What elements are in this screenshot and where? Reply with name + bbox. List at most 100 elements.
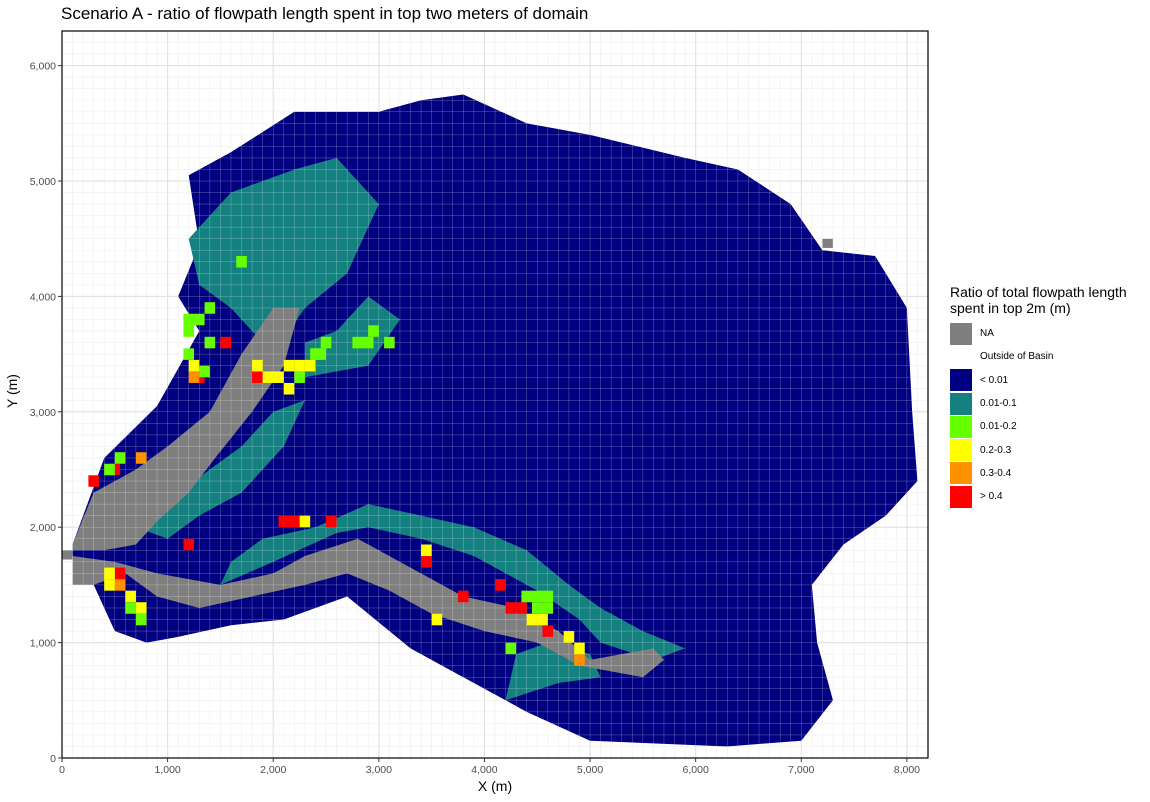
cell [204,302,216,314]
cell [125,590,136,603]
legend-label: 0.3-0.4 [980,467,1012,479]
cell [531,602,543,614]
x-axis: 0 1,000 2,000 3,000 4,000 5,000 6,000 7,000 8,00… [59,758,920,776]
cell [531,590,543,603]
y-tick-label: 6,000 [30,61,56,73]
legend-swatch [950,392,972,415]
y-tick-label: 2,000 [30,522,56,534]
cell [542,602,554,614]
cell [188,371,200,383]
cell [252,371,263,383]
cell [368,325,379,337]
legend-item: NA [950,322,1150,345]
x-tick-label: 1,000 [154,764,180,776]
y-tick-label: 1,000 [30,638,56,650]
plot-panel-border [61,30,929,759]
legend-title: Ratio of total flowpath length spent in … [950,284,1127,316]
x-tick-label: 7,000 [788,764,814,776]
cell [220,336,231,349]
na-region [62,550,73,560]
cell [526,613,538,626]
legend-swatch [950,485,972,508]
x-tick-label: 3,000 [366,764,392,776]
basin-map [62,31,928,758]
cell [294,371,305,383]
cell [542,590,554,603]
cell [135,452,147,464]
x-tick-label: 5,000 [577,764,603,776]
legend-item: 0.3-0.4 [950,462,1150,485]
x-tick-label: 6,000 [683,764,709,776]
cell [252,359,263,372]
cell [537,613,548,626]
cell [574,642,585,655]
cell [188,359,200,372]
legend-label: < 0.01 [980,374,1009,386]
legend-item: Outside of Basin [950,345,1150,368]
legend-label: Outside of Basin [980,351,1054,363]
cell [278,515,290,528]
legend-swatch [950,345,972,368]
cell [114,567,126,580]
cell [199,365,210,378]
x-tick-label: 0 [59,764,65,776]
y-tick-label: 4,000 [30,291,56,303]
na-region [72,307,300,551]
legend-label: 0.2-0.3 [980,444,1012,456]
cell [283,359,295,372]
cell [315,348,327,360]
legend-swatch [950,369,972,392]
legend-item: > 0.4 [950,485,1150,508]
cell [299,515,311,528]
cell [384,336,395,349]
cell [362,336,374,349]
cell [289,515,300,528]
cell [183,313,195,326]
legend-item: 0.01-0.1 [950,392,1150,415]
cell [194,313,205,326]
legend-label: 0.01-0.1 [980,398,1017,410]
cell [135,602,147,614]
cell [88,475,99,487]
cell [421,556,432,568]
legend-items: NA Outside of Basin < 0.01 0.01-0.1 0.01-0.2… [950,322,1150,508]
cell [505,602,517,614]
legend-swatch [950,439,972,462]
cell [294,359,305,372]
cell [326,515,337,528]
cell [505,642,517,655]
cell [495,579,506,591]
legend: Ratio of total flowpath length spent in … [950,284,1150,508]
cell [262,371,274,383]
cell [320,336,332,349]
cell [114,452,126,464]
x-tick-label: 2,000 [260,764,286,776]
legend-item: 0.2-0.3 [950,438,1150,462]
cell [352,336,363,349]
legend-swatch [950,462,972,485]
cell [516,602,527,614]
legend-label: NA [980,328,994,340]
cell [114,579,126,591]
cell [183,325,195,337]
legend-item: < 0.01 [950,369,1150,392]
cell [125,602,136,614]
na-region [822,238,833,248]
legend-item: 0.01-0.2 [950,415,1150,438]
cell [304,359,316,372]
cell [135,613,147,626]
category-cells [88,256,585,666]
cell [104,579,115,591]
legend-swatch [950,415,972,438]
cell [521,590,532,603]
y-tick-label: 0 [50,753,56,765]
cell [574,654,585,666]
cell [183,348,195,360]
cell [183,538,195,551]
y-tick-label: 5,000 [30,176,56,188]
cell [458,590,469,603]
cell [421,544,432,557]
y-tick-label: 3,000 [30,407,56,419]
legend-label: 0.01-0.2 [980,421,1017,433]
